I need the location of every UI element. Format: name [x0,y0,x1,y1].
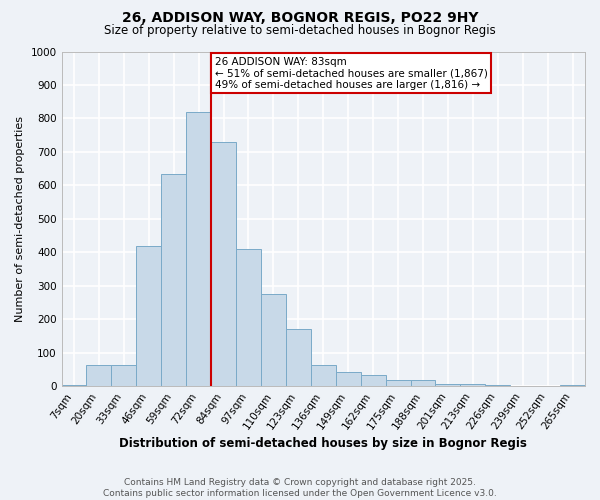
Bar [62,384,86,386]
Bar [211,142,236,386]
Text: Contains HM Land Registry data © Crown copyright and database right 2025.
Contai: Contains HM Land Registry data © Crown c… [103,478,497,498]
Bar [410,380,436,386]
Bar [186,112,211,386]
Bar [436,384,460,386]
Bar [361,376,386,386]
Text: Size of property relative to semi-detached houses in Bognor Regis: Size of property relative to semi-detach… [104,24,496,37]
Bar [311,364,336,386]
Bar [161,174,186,386]
Bar [112,364,136,386]
Bar [336,372,361,386]
Bar [560,384,585,386]
Y-axis label: Number of semi-detached properties: Number of semi-detached properties [15,116,25,322]
Text: 26, ADDISON WAY, BOGNOR REGIS, PO22 9HY: 26, ADDISON WAY, BOGNOR REGIS, PO22 9HY [122,11,478,25]
Bar [386,380,410,386]
Bar [136,246,161,386]
X-axis label: Distribution of semi-detached houses by size in Bognor Regis: Distribution of semi-detached houses by … [119,437,527,450]
Bar [86,364,112,386]
Bar [460,384,485,386]
Bar [236,249,261,386]
Bar [286,330,311,386]
Bar [261,294,286,386]
Text: 26 ADDISON WAY: 83sqm
← 51% of semi-detached houses are smaller (1,867)
49% of s: 26 ADDISON WAY: 83sqm ← 51% of semi-deta… [215,56,488,90]
